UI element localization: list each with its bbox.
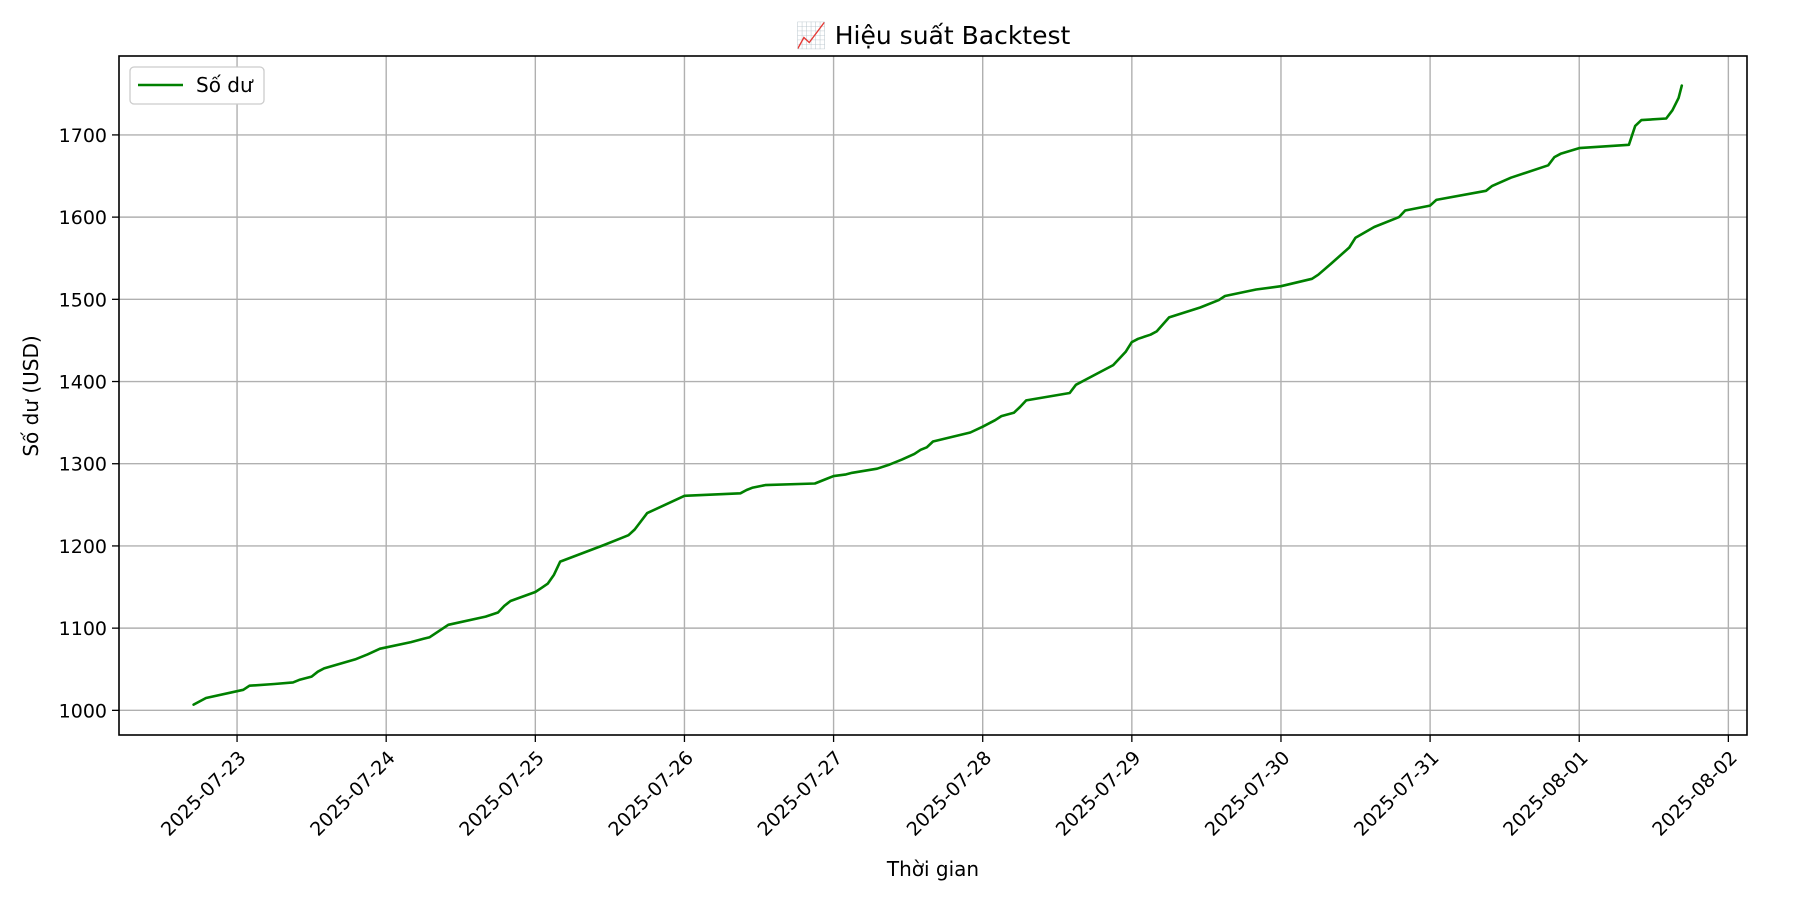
- legend-box: [129, 66, 265, 105]
- chart-title: 📈 Hiệu suất Backtest: [796, 21, 1071, 50]
- y-tick-label: 1600: [59, 207, 107, 229]
- y-axis-label: Số dư (USD): [19, 335, 43, 456]
- x-axis-label: Thời gian: [886, 857, 979, 881]
- y-tick-label: 1000: [59, 700, 107, 722]
- y-tick-label: 1500: [59, 289, 107, 311]
- plot-frame: [118, 55, 1748, 736]
- y-tick-label: 1100: [59, 618, 107, 640]
- legend-label-so-du: Số dư: [196, 73, 254, 97]
- y-tick-label: 1400: [59, 372, 107, 394]
- y-tick-label: 1700: [59, 125, 107, 147]
- series-layer: [192, 84, 1684, 706]
- y-tick-label: 1200: [59, 536, 107, 558]
- grid-lines: [119, 56, 1747, 735]
- legend: Số dư: [129, 66, 265, 105]
- series-line-0: [192, 84, 1684, 706]
- y-tick-label: 1300: [59, 454, 107, 476]
